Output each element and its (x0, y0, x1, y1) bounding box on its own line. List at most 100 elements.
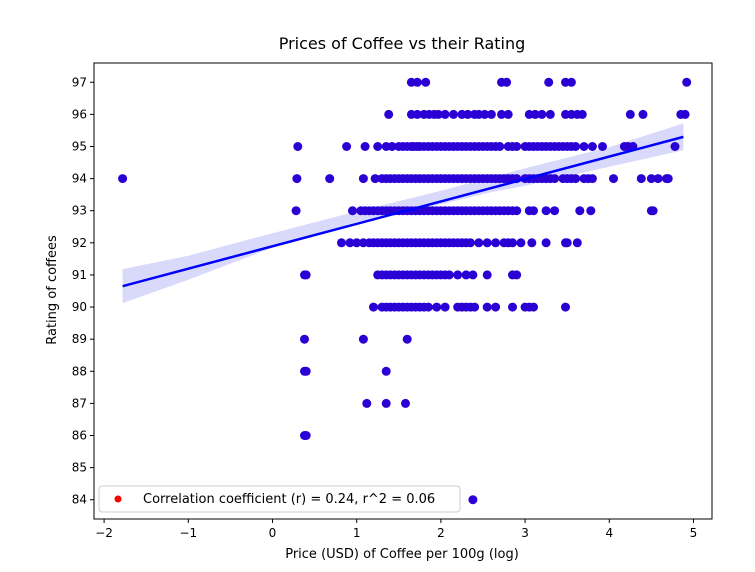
data-point (575, 206, 585, 216)
data-point (358, 334, 368, 344)
legend-label: Correlation coefficient (r) = 0.24, r^2 … (143, 492, 435, 507)
data-point (586, 206, 596, 216)
data-point (482, 302, 492, 312)
data-point (345, 238, 355, 248)
data-point (381, 366, 391, 376)
data-point (291, 206, 301, 216)
data-point (508, 238, 517, 248)
data-point (423, 302, 433, 312)
data-point (440, 109, 450, 119)
data-point (670, 142, 680, 151)
data-point (358, 174, 368, 184)
data-point (293, 142, 303, 151)
data-point (609, 174, 618, 184)
y-tick-label: 89 (72, 332, 87, 346)
data-point (653, 174, 663, 184)
data-point (360, 142, 370, 151)
data-point (680, 109, 690, 119)
y-tick-label: 94 (72, 172, 87, 186)
data-point (566, 77, 576, 87)
data-point (503, 109, 513, 119)
data-point (373, 142, 383, 151)
data-point (342, 142, 352, 151)
data-point (325, 174, 335, 184)
data-point (465, 238, 475, 248)
x-tick-label: 5 (690, 526, 698, 540)
data-point (300, 334, 309, 344)
data-point (646, 174, 656, 184)
data-point (682, 77, 692, 87)
data-point (444, 270, 454, 280)
y-tick-label: 92 (72, 236, 87, 250)
data-point (482, 238, 492, 248)
y-tick-label: 95 (72, 139, 87, 153)
data-point (545, 109, 555, 119)
data-point (387, 142, 397, 151)
y-tick-label: 90 (72, 300, 87, 314)
data-point (468, 270, 478, 280)
data-point (571, 142, 581, 151)
y-tick-label: 91 (72, 268, 87, 282)
data-point (527, 238, 537, 248)
data-point (512, 270, 522, 280)
data-point (301, 366, 311, 376)
data-point (636, 174, 646, 184)
legend-marker (114, 495, 122, 503)
x-tick-label: 0 (269, 526, 277, 540)
data-point (401, 398, 410, 408)
data-point (384, 109, 394, 119)
data-point (292, 174, 302, 184)
data-point (579, 142, 589, 151)
y-tick-label: 88 (72, 364, 87, 378)
y-tick-label: 96 (72, 107, 87, 121)
data-point (577, 109, 587, 119)
data-point (486, 109, 496, 119)
data-point (541, 238, 551, 248)
data-point (512, 142, 522, 151)
tick-marks: −2 −1 0 1 2 3 4 5 84 85 86 87 88 89 90 91 92 93 94 95 96 97 (72, 75, 698, 540)
data-point (648, 206, 658, 216)
x-tick-label: −2 (95, 526, 113, 540)
x-tick-label: 1 (353, 526, 361, 540)
data-point (572, 238, 582, 248)
data-point (562, 238, 572, 248)
data-point (502, 77, 512, 87)
data-point (118, 174, 128, 184)
data-point (508, 302, 517, 312)
y-tick-label: 84 (72, 493, 87, 507)
data-point (495, 142, 505, 151)
data-point (369, 302, 378, 312)
y-tick-label: 86 (72, 429, 87, 443)
data-point (497, 109, 506, 119)
x-axis-label: Price (USD) of Coffee per 100g (log) (285, 547, 519, 562)
data-point (412, 77, 422, 87)
data-point (337, 238, 346, 248)
legend-box (98, 485, 461, 513)
data-point (412, 109, 422, 119)
data-point (663, 174, 673, 184)
y-tick-label: 87 (72, 396, 87, 410)
data-point (468, 495, 478, 505)
data-point (571, 174, 581, 184)
x-tick-label: −1 (179, 526, 197, 540)
data-point (301, 431, 311, 440)
data-point (587, 142, 597, 151)
chart-title: Prices of Coffee vs their Rating (279, 34, 526, 53)
x-tick-label: 2 (437, 526, 445, 540)
legend: Correlation coefficient (r) = 0.24, r^2 … (98, 485, 461, 513)
data-point (348, 206, 357, 216)
data-point (625, 109, 635, 119)
data-point (482, 270, 492, 280)
data-point (541, 206, 551, 216)
data-point (474, 238, 484, 248)
confidence-band (122, 123, 684, 304)
data-point (529, 206, 538, 216)
regression-line (122, 135, 684, 288)
plot-area (118, 77, 692, 505)
y-tick-label: 85 (72, 461, 87, 475)
data-point (440, 302, 450, 312)
data-point (402, 334, 412, 344)
data-point (381, 398, 391, 408)
x-tick-label: 3 (521, 526, 529, 540)
